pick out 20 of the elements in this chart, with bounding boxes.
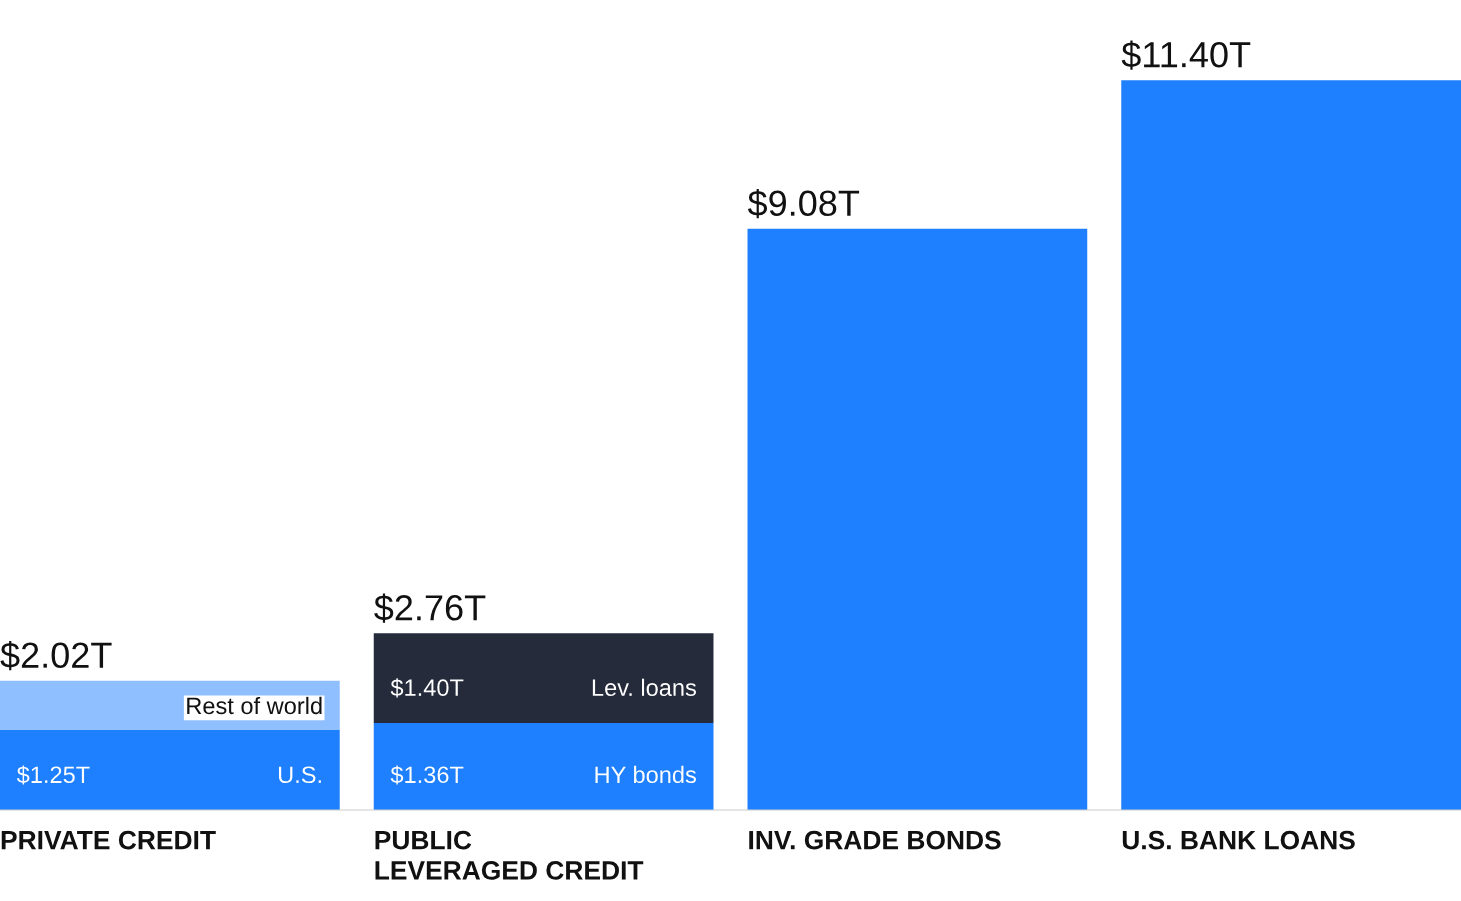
annotation: $2.76T	[374, 593, 486, 623]
bar	[747, 228, 1088, 810]
data-label: $1.25T	[16, 765, 90, 785]
bar	[373, 633, 714, 723]
x-tick-label: U.S. BANK LOANS	[1122, 830, 1355, 850]
series-label: U.S.	[278, 766, 321, 784]
series-label: Rest of world	[187, 696, 322, 715]
series-label: HY bonds	[595, 765, 696, 784]
data-label: $1.40T	[390, 678, 464, 698]
annotation: $9.08T	[747, 188, 860, 219]
annotation: $11.40T	[1121, 40, 1251, 70]
x-tick-label: PRIVATE CREDIT	[1, 830, 216, 850]
bar	[1121, 80, 1461, 810]
bar	[0, 729, 340, 810]
x-tick-label: PUBLIC LEVERAGED CREDIT	[375, 830, 644, 880]
series-label: Lev. loans	[592, 678, 696, 697]
bar	[373, 722, 714, 810]
data-label: $1.36T	[390, 765, 464, 785]
annotation: $2.02T	[0, 640, 112, 671]
x-tick-label: INV. GRADE BONDS	[749, 830, 1001, 850]
